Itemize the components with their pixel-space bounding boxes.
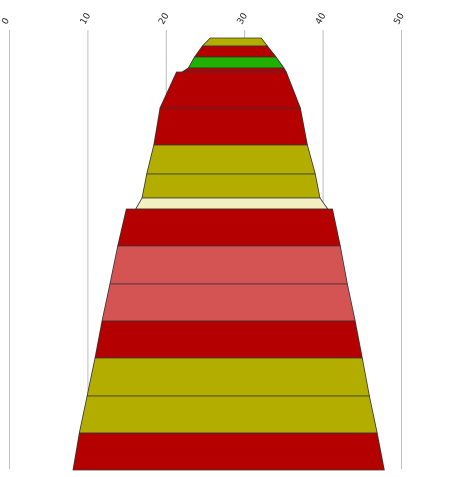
- x-tick-label: 50: [392, 11, 407, 26]
- band-1: [201, 37, 269, 47]
- band-10: [117, 208, 341, 247]
- band-2: [193, 45, 277, 58]
- band-11: [109, 245, 348, 285]
- band-4: [180, 67, 288, 73]
- x-tick-label: 20: [157, 11, 172, 26]
- bands: [72, 37, 385, 471]
- band-13: [94, 320, 363, 359]
- band-12: [101, 283, 356, 322]
- band-3: [187, 56, 285, 69]
- x-tick-label: 0: [0, 16, 12, 26]
- band-16: [72, 432, 385, 471]
- band-5: [159, 71, 301, 109]
- band-8: [141, 173, 321, 199]
- x-tick-label: 40: [314, 11, 329, 26]
- band-15: [78, 395, 378, 434]
- band-6: [153, 107, 308, 146]
- x-tick-label: 30: [236, 11, 251, 26]
- x-tick-label: 10: [79, 11, 94, 26]
- band-9: [135, 197, 329, 210]
- band-14: [86, 357, 370, 397]
- band-7: [146, 144, 316, 175]
- x-tick-labels: 0 10 20 30 40 50: [0, 11, 407, 26]
